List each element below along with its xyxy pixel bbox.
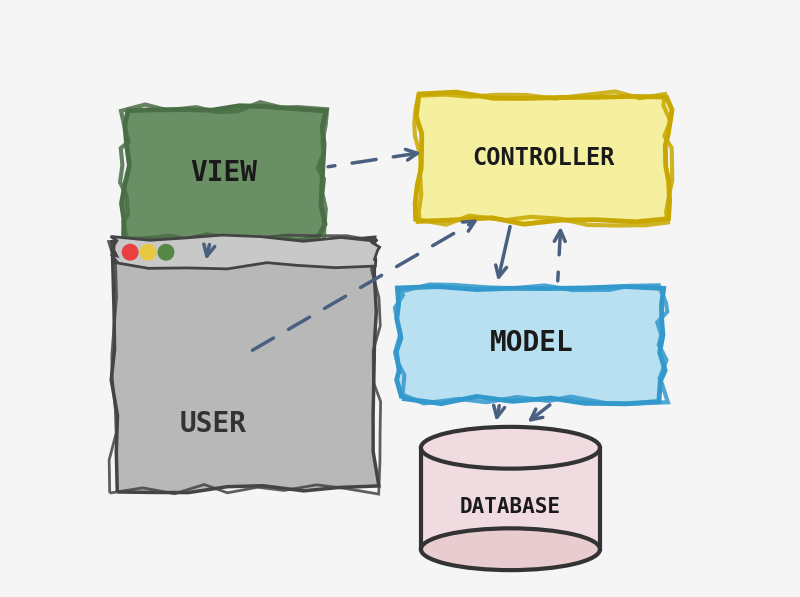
Text: CONTROLLER: CONTROLLER bbox=[472, 146, 614, 170]
Circle shape bbox=[140, 245, 156, 260]
PathPatch shape bbox=[415, 92, 672, 224]
Ellipse shape bbox=[421, 528, 600, 570]
PathPatch shape bbox=[122, 106, 326, 242]
Circle shape bbox=[158, 245, 174, 260]
PathPatch shape bbox=[110, 235, 380, 269]
Circle shape bbox=[122, 245, 138, 260]
Text: MODEL: MODEL bbox=[490, 330, 574, 357]
Text: DATABASE: DATABASE bbox=[460, 497, 561, 516]
Text: VIEW: VIEW bbox=[190, 159, 258, 187]
PathPatch shape bbox=[111, 236, 379, 493]
Text: USER: USER bbox=[180, 410, 246, 438]
Ellipse shape bbox=[421, 427, 600, 469]
PathPatch shape bbox=[396, 287, 665, 404]
FancyBboxPatch shape bbox=[421, 448, 600, 549]
